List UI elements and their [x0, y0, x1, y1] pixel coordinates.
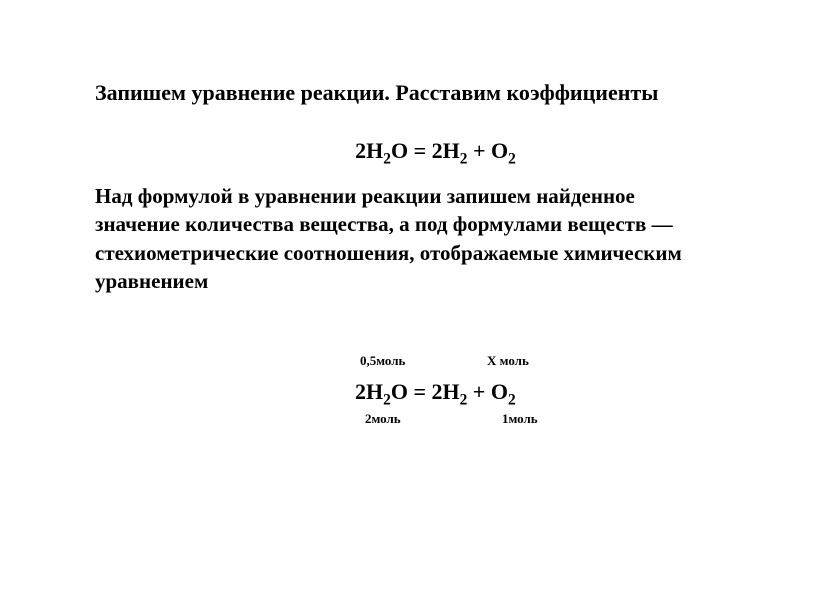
- annotation-row-bottom: 2моль 1моль: [305, 411, 565, 429]
- equation-main: 2Н2О = 2Н2 + О2: [95, 138, 721, 164]
- annotation-row-top: 0,5моль X моль: [305, 353, 565, 371]
- annotation-top-left: 0,5моль: [360, 353, 405, 369]
- annotation-bottom-left: 2моль: [365, 411, 401, 427]
- description-text: Над формулой в уравнении реакции запишем…: [95, 182, 721, 295]
- annotation-bottom-right: 1моль: [502, 411, 538, 427]
- annotation-top-right: X моль: [487, 353, 529, 369]
- equation-annotated: 2Н2О = 2Н2 + О2: [305, 371, 565, 411]
- equation-annotated-block: 0,5моль X моль 2Н2О = 2Н2 + О2 2моль 1мо…: [305, 353, 565, 429]
- page-title: Запишем уравнение реакции. Расставим коэ…: [95, 80, 721, 106]
